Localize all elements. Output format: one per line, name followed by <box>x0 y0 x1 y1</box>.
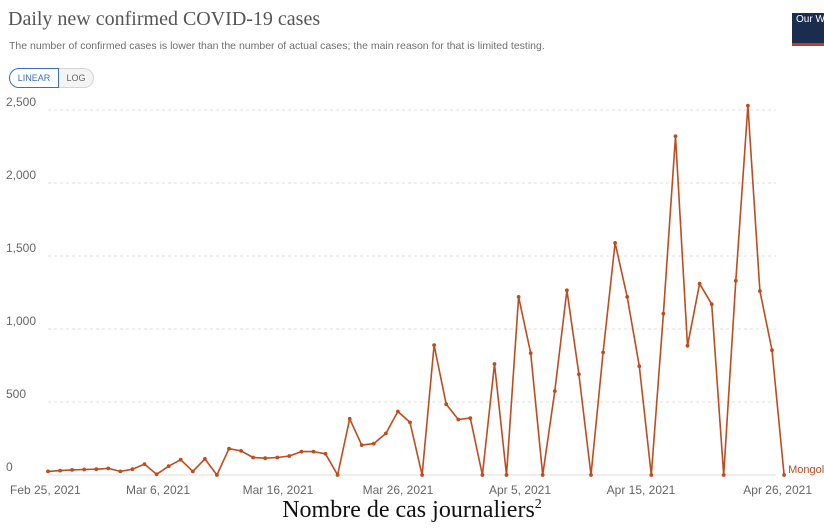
data-point <box>613 241 617 245</box>
linear-scale-button[interactable]: LINEAR <box>9 68 59 88</box>
data-point <box>263 456 268 461</box>
data-point <box>239 449 244 453</box>
data-point <box>275 455 280 460</box>
data-point <box>721 473 726 477</box>
data-point <box>456 417 461 422</box>
data-point <box>190 469 195 474</box>
series-line <box>47 104 785 476</box>
data-point <box>323 451 328 456</box>
x-tick-label: Mar 16, 2021 <box>243 483 314 497</box>
data-point <box>82 467 87 472</box>
data-point <box>492 362 497 366</box>
chart-title: Daily new confirmed COVID-19 cases <box>8 8 321 30</box>
data-point <box>384 431 388 436</box>
data-point <box>118 469 123 474</box>
data-point <box>58 468 62 473</box>
data-point <box>649 473 654 477</box>
data-point <box>782 473 786 477</box>
data-point <box>215 473 219 477</box>
y-tick-label: 2,000 <box>6 168 36 182</box>
data-point <box>685 343 690 348</box>
chart-subtitle: The number of confirmed cases is lower t… <box>9 40 545 52</box>
y-tick-label: 2,500 <box>6 95 36 109</box>
data-point <box>142 462 147 466</box>
x-tick-label: Feb 25, 2021 <box>10 483 81 497</box>
data-point <box>480 473 485 477</box>
data-point <box>130 467 135 472</box>
data-point <box>178 457 183 462</box>
data-point <box>227 446 231 451</box>
data-point <box>106 466 111 471</box>
data-point <box>758 289 762 293</box>
data-point <box>552 389 557 393</box>
data-point <box>359 443 364 447</box>
series-label: Mongolia <box>788 464 824 476</box>
data-point <box>371 441 376 446</box>
data-point <box>504 473 509 477</box>
data-point <box>733 278 738 283</box>
data-point <box>203 457 207 461</box>
data-point <box>444 402 449 407</box>
line-chart: 0 500 1,000 1,500 2,000 2,500 Feb 25, 2021 Mar … <box>6 95 824 497</box>
x-tick-label: Apr 26, 2021 <box>743 483 812 497</box>
caption-text: Nombre de cas journaliers <box>282 497 535 523</box>
y-tick-label: 0 <box>6 460 13 474</box>
data-point <box>697 281 702 286</box>
data-point <box>468 416 473 420</box>
data-point <box>577 372 581 377</box>
data-point <box>661 311 666 316</box>
x-tick-label: Mar 6, 2021 <box>126 483 190 497</box>
data-point <box>335 473 340 477</box>
data-point <box>637 364 642 369</box>
data-point <box>311 449 316 454</box>
data-point <box>251 455 256 460</box>
data-point <box>565 288 569 293</box>
data-point <box>46 469 50 474</box>
y-tick-label: 500 <box>6 387 26 401</box>
data-point <box>673 134 678 139</box>
data-point <box>528 351 533 355</box>
data-point <box>94 467 99 472</box>
data-point <box>299 449 304 454</box>
y-tick-label: 1,000 <box>6 314 36 328</box>
caption-footnote: 2 <box>534 497 542 512</box>
data-point <box>408 420 412 425</box>
data-point <box>287 454 292 458</box>
y-tick-label: 1,500 <box>6 241 36 255</box>
x-tick-label: Mar 26, 2021 <box>363 483 434 497</box>
data-point <box>154 472 159 477</box>
x-tick-label: Apr 5, 2021 <box>489 483 551 497</box>
data-point <box>432 343 436 347</box>
data-point <box>516 295 521 299</box>
x-tick-label: Apr 15, 2021 <box>607 483 676 497</box>
data-point <box>709 302 714 307</box>
data-point <box>746 103 750 108</box>
data-point <box>625 295 630 299</box>
data-point <box>70 468 74 472</box>
data-point <box>601 350 605 355</box>
data-point <box>589 473 593 477</box>
data-point <box>166 464 171 469</box>
figure-caption: Nombre de cas journaliers2 <box>0 497 824 524</box>
data-point <box>396 409 400 414</box>
data-point <box>540 473 545 477</box>
data-point <box>347 416 352 421</box>
log-scale-button[interactable]: LOG <box>59 68 94 88</box>
owid-logo[interactable]: Our World in Data <box>792 13 824 46</box>
data-point <box>770 348 774 353</box>
data-point <box>420 473 424 477</box>
